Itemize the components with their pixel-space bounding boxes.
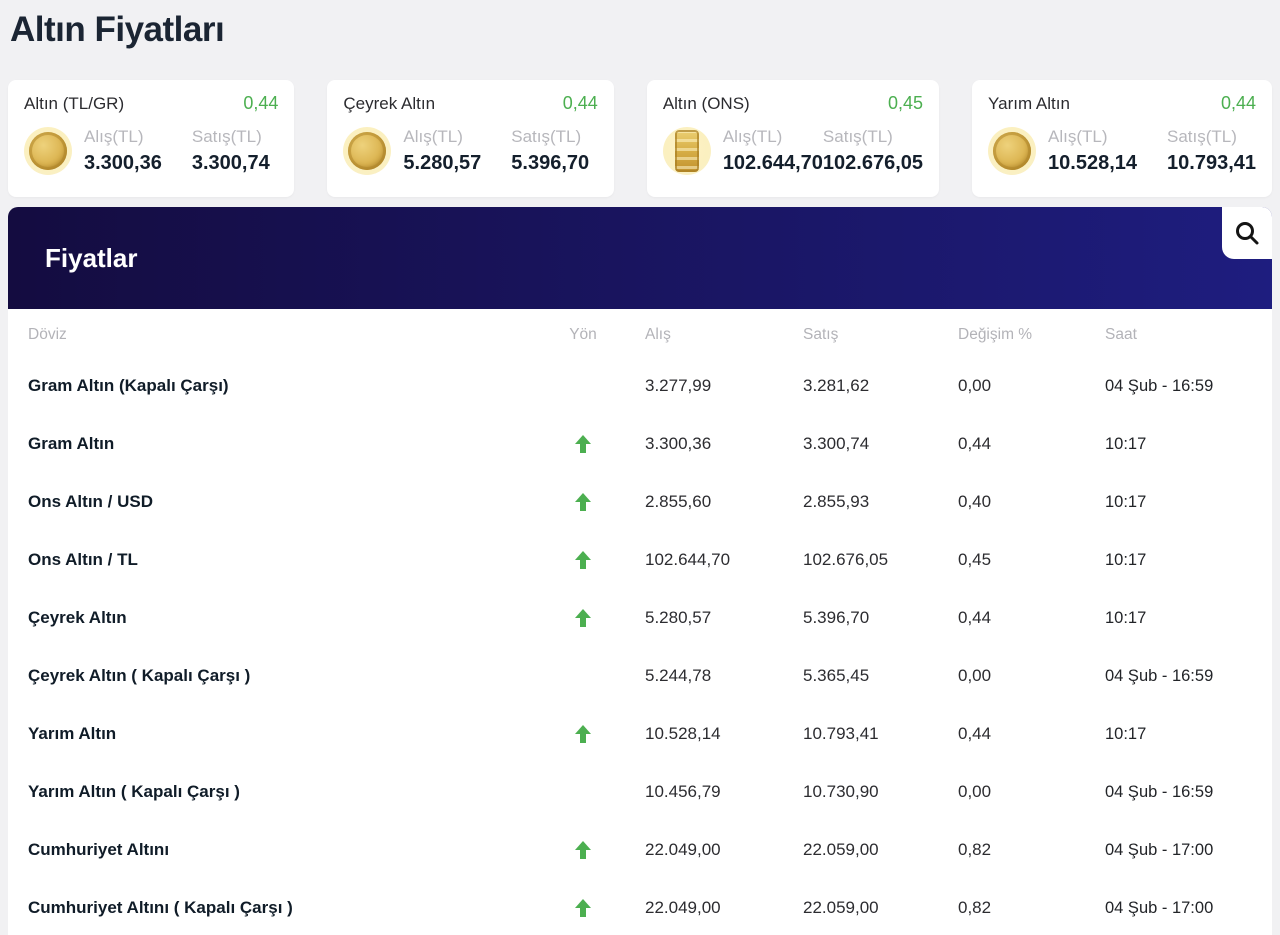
card-ceyrek-altin[interactable]: Çeyrek Altın 0,44 Alış(TL) 5.280,57 Satı… (327, 80, 614, 197)
summary-cards-row: Altın (TL/GR) 0,44 Alış(TL) 3.300,36 Sat… (8, 80, 1272, 197)
page-title: Altın Fiyatları (10, 10, 225, 49)
sell-value: 5.396,70 (511, 152, 590, 174)
table-row[interactable]: Gram Altın 3.300,36 3.300,74 0,44 10:17 (28, 434, 1147, 453)
buy-value: 10.528,14 (1048, 152, 1138, 174)
table-row[interactable]: Cumhuriyet Altını 22.049,00 22.059,00 0,… (28, 840, 1214, 859)
sell-label: Satış(TL) (822, 127, 893, 146)
sell-label: Satış(TL) (1167, 127, 1237, 146)
prices-panel-title: Fiyatlar (45, 242, 138, 273)
card-altin-tl-gr[interactable]: Altın (TL/GR) 0,44 Alış(TL) 3.300,36 Sat… (8, 80, 295, 197)
up-arrow-icon (575, 435, 591, 453)
card-change-percent: 0,45 (887, 93, 924, 113)
up-arrow-icon (575, 725, 591, 743)
buy-value: 5.280,57 (403, 152, 482, 174)
card-change-percent: 0,44 (243, 93, 279, 113)
gold-bar-icon (662, 127, 711, 175)
search-button[interactable] (1222, 207, 1272, 259)
buy-label: Alış(TL) (722, 127, 783, 146)
column-header-sell: Satış (803, 326, 839, 343)
sell-value: 3.300,74 (191, 152, 270, 174)
card-name: Çeyrek Altın (343, 94, 436, 113)
card-altin-ons[interactable]: Altın (ONS) 0,45 Alış(TL) 102.644,70 Sat… (646, 80, 940, 197)
table-row[interactable]: Cumhuriyet Altını ( Kapalı Çarşı ) 22.04… (28, 898, 1214, 917)
card-yarim-altin[interactable]: Yarım Altın 0,44 Alış(TL) 10.528,14 Satı… (972, 80, 1272, 197)
table-row[interactable]: Yarım Altın ( Kapalı Çarşı ) 10.456,79 1… (28, 782, 1214, 801)
sell-label: Satış(TL) (511, 127, 582, 146)
prices-panel-header: Fiyatlar (8, 207, 1272, 309)
prices-table: Döviz Yön Alış Satış Değişim % Saat Gram… (8, 309, 1272, 935)
sell-value: 102.676,05 (822, 152, 924, 174)
column-header-time: Saat (1105, 326, 1137, 343)
column-header-currency: Döviz (28, 326, 67, 343)
card-change-percent: 0,44 (562, 93, 598, 113)
card-name: Yarım Altın (988, 94, 1070, 113)
table-row[interactable]: Ons Altın / USD 2.855,60 2.855,93 0,40 1… (28, 492, 1147, 511)
up-arrow-icon (575, 551, 591, 569)
up-arrow-icon (575, 899, 591, 917)
gold-coin-icon (988, 127, 1037, 175)
table-row[interactable]: Ons Altın / TL 102.644,70 102.676,05 0,4… (28, 550, 1147, 569)
up-arrow-icon (575, 841, 591, 859)
gold-coin-icon (343, 127, 392, 175)
column-header-change: Değişim % (958, 326, 1033, 343)
column-header-direction: Yön (569, 326, 597, 343)
card-name: Altın (ONS) (662, 94, 750, 113)
gold-coin-icon (24, 127, 72, 175)
buy-label: Alış(TL) (84, 127, 144, 146)
buy-label: Alış(TL) (1048, 127, 1108, 146)
card-change-percent: 0,44 (1220, 93, 1256, 113)
up-arrow-icon (575, 609, 591, 627)
card-name: Altın (TL/GR) (24, 94, 125, 113)
table-header-row: Döviz Yön Alış Satış Değişim % Saat (28, 313, 1252, 357)
sell-label: Satış(TL) (191, 127, 262, 146)
table-row[interactable]: Gram Altın (Kapalı Çarşı) 3.277,99 3.281… (28, 376, 1214, 395)
sell-value: 10.793,41 (1167, 152, 1256, 174)
up-arrow-icon (575, 493, 591, 511)
buy-value: 102.644,70 (722, 152, 823, 174)
column-header-buy: Alış (645, 326, 671, 343)
table-row[interactable]: Yarım Altın 10.528,14 10.793,41 0,44 10:… (28, 724, 1147, 743)
buy-value: 3.300,36 (84, 152, 162, 174)
table-row[interactable]: Çeyrek Altın ( Kapalı Çarşı ) 5.244,78 5… (28, 666, 1214, 685)
search-icon (1233, 219, 1261, 247)
buy-label: Alış(TL) (403, 127, 463, 146)
table-row[interactable]: Çeyrek Altın 5.280,57 5.396,70 0,44 10:1… (28, 608, 1147, 627)
